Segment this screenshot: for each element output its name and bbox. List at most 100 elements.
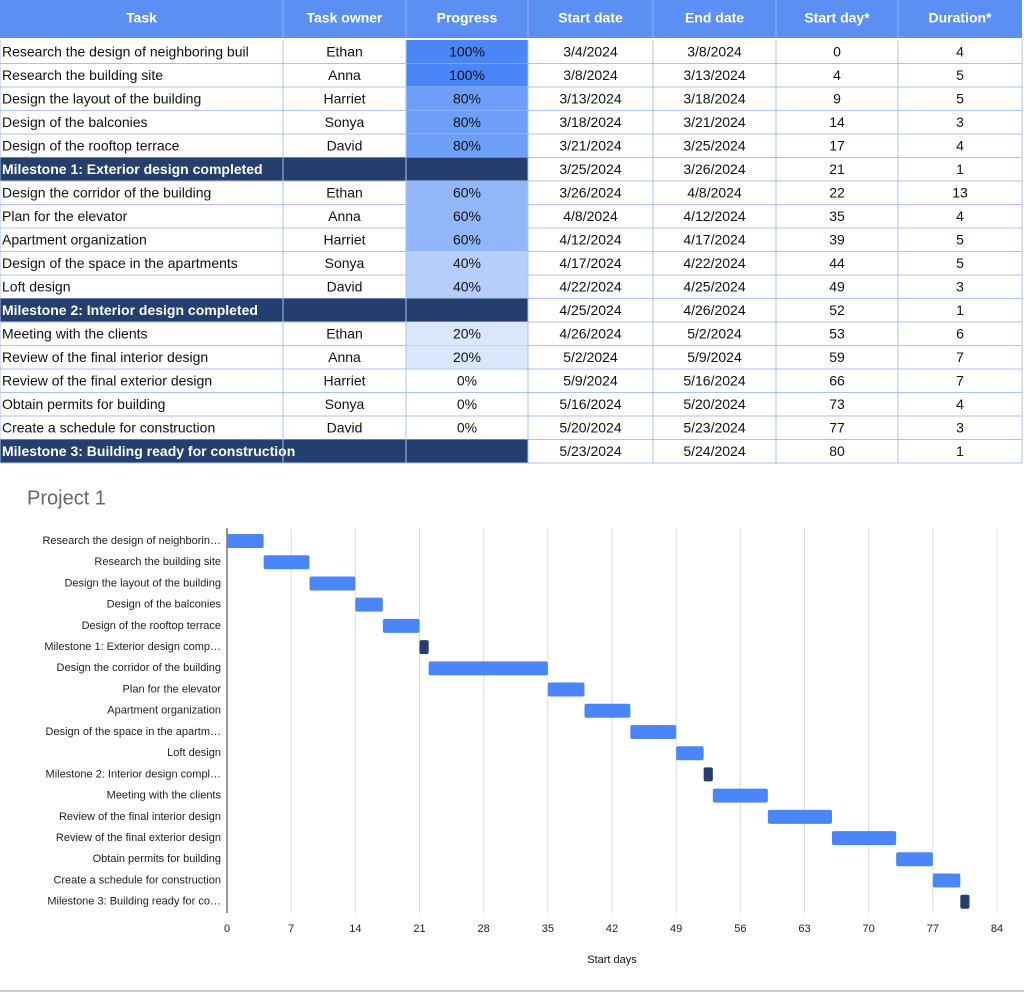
gantt-bar xyxy=(382,618,420,633)
cell: 3/4/2024 xyxy=(563,43,618,59)
cell: Milestone 1: Exterior design completed xyxy=(2,161,263,177)
cell: 59 xyxy=(829,349,845,365)
x-tick-label: 56 xyxy=(734,923,746,935)
cell: 21 xyxy=(829,161,845,177)
cell: Design of the rooftop terrace xyxy=(2,137,180,153)
cell: 1 xyxy=(956,443,964,459)
cell: 7 xyxy=(956,349,964,365)
x-tick-label: 63 xyxy=(798,923,810,935)
progress-bg xyxy=(406,275,528,299)
cell: 4/26/2024 xyxy=(559,325,621,341)
cell: Ethan xyxy=(326,184,363,200)
y-tick-label: Milestone 1: Exterior design comp… xyxy=(44,641,221,653)
cell: 5 xyxy=(956,231,964,247)
cell: 3/13/2024 xyxy=(683,67,745,83)
gantt-bar xyxy=(263,555,310,570)
cell: Anna xyxy=(328,349,361,365)
column-header: Task xyxy=(126,10,157,26)
progress-bg xyxy=(406,204,528,228)
cell: 4 xyxy=(833,67,841,83)
cell: 4/17/2024 xyxy=(559,255,621,271)
cell: David xyxy=(327,419,363,435)
cell: 3/8/2024 xyxy=(687,43,742,59)
cell: 73 xyxy=(829,396,845,412)
cell: 49 xyxy=(829,278,845,294)
cell: 17 xyxy=(829,137,845,153)
gantt-bar xyxy=(584,703,631,718)
cell: 5/20/2024 xyxy=(683,396,745,412)
x-tick-label: 42 xyxy=(606,923,618,935)
cell: Design the layout of the building xyxy=(2,90,201,106)
y-tick-label: Loft design xyxy=(167,747,221,759)
cell: Design of the space in the apartments xyxy=(2,255,238,271)
cell: Harriet xyxy=(323,90,365,106)
progress-bg xyxy=(406,251,528,275)
cell: 3/25/2024 xyxy=(683,137,745,153)
cell: 80% xyxy=(453,90,481,106)
cell: 3/25/2024 xyxy=(559,161,621,177)
column-header: Start day* xyxy=(804,10,870,26)
cell: David xyxy=(327,137,363,153)
cell: 14 xyxy=(829,114,845,130)
cell: 3/21/2024 xyxy=(559,137,621,153)
cell: Research the design of neighboring buil xyxy=(2,43,249,59)
column-header: Task owner xyxy=(307,10,384,26)
cell: 4/25/2024 xyxy=(683,278,745,294)
cell: 3/18/2024 xyxy=(559,114,621,130)
cell: Ethan xyxy=(326,43,363,59)
cell: 44 xyxy=(829,255,845,271)
cell: 77 xyxy=(829,419,845,435)
cell: 5/2/2024 xyxy=(687,325,742,341)
x-tick-label: 35 xyxy=(542,923,554,935)
cell: 5 xyxy=(956,90,964,106)
cell: 5/23/2024 xyxy=(559,443,621,459)
cell: 5 xyxy=(956,255,964,271)
cell: 13 xyxy=(952,184,968,200)
column-header: Start date xyxy=(558,10,623,26)
cell: 3 xyxy=(956,419,964,435)
gantt-bar xyxy=(767,809,832,824)
progress-bg xyxy=(406,228,528,252)
cell: 4/12/2024 xyxy=(559,231,621,247)
gantt-bar xyxy=(630,724,677,739)
y-tick-label: Design of the balconies xyxy=(107,599,222,611)
cell: Anna xyxy=(328,208,361,224)
cell: Research the building site xyxy=(2,67,163,83)
cell: Review of the final interior design xyxy=(2,349,208,365)
y-tick-label: Milestone 3: Building ready for co… xyxy=(47,896,221,908)
x-tick-label: 14 xyxy=(349,923,361,935)
cell: 80% xyxy=(453,114,481,130)
gantt-bar xyxy=(227,534,264,548)
cell: 3 xyxy=(956,114,964,130)
column-header: Progress xyxy=(437,10,498,26)
y-tick-label: Create a schedule for construction xyxy=(53,874,221,886)
progress-bg xyxy=(406,322,528,346)
cell: 22 xyxy=(829,184,845,200)
cell: 5/20/2024 xyxy=(559,419,621,435)
cell: 3/18/2024 xyxy=(683,90,745,106)
cell: Create a schedule for construction xyxy=(2,419,215,435)
cell: 4/26/2024 xyxy=(683,302,745,318)
x-tick-label: 21 xyxy=(413,923,425,935)
cell: 0% xyxy=(457,419,477,435)
y-tick-label: Apartment organization xyxy=(107,705,221,717)
progress-bg xyxy=(406,40,528,64)
cell: 6 xyxy=(956,325,964,341)
gantt-bar xyxy=(309,576,356,591)
cell: 4/8/2024 xyxy=(563,208,618,224)
gantt-bar xyxy=(960,894,970,909)
progress-bg xyxy=(406,87,528,111)
gantt-bar xyxy=(355,597,383,612)
x-axis-label: Start days xyxy=(587,954,637,966)
chart-title: Project 1 xyxy=(27,487,106,509)
cell: 5/9/2024 xyxy=(563,372,618,388)
cell: 3/13/2024 xyxy=(559,90,621,106)
gantt-bar xyxy=(419,640,429,655)
y-tick-label: Research the design of neighborin… xyxy=(42,535,221,547)
y-tick-label: Plan for the elevator xyxy=(123,683,222,695)
cell: 60% xyxy=(453,184,481,200)
cell: Harriet xyxy=(323,372,365,388)
gantt-bar xyxy=(832,831,897,846)
cell: 3/8/2024 xyxy=(563,67,618,83)
